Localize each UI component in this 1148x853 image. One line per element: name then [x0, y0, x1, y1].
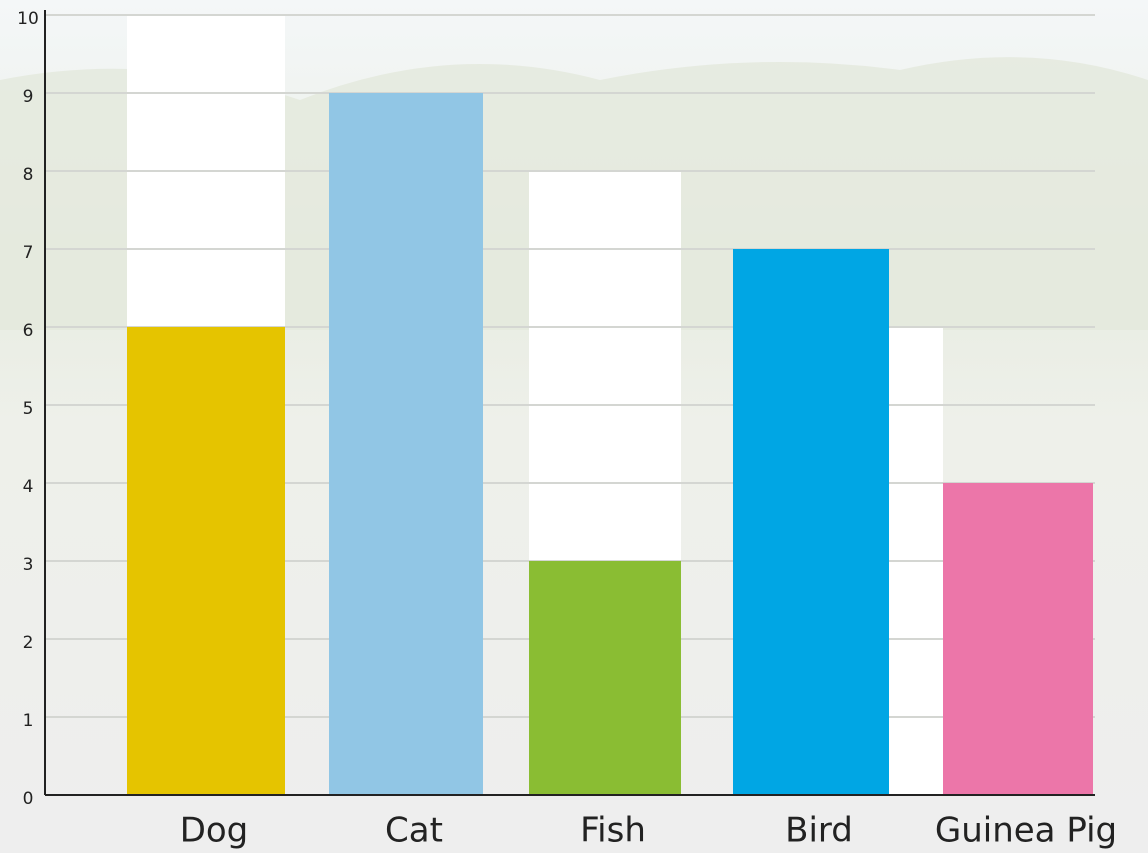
y-tick-label: 2: [23, 633, 34, 653]
y-tick-label: 9: [23, 87, 34, 107]
bar: [943, 483, 1093, 795]
y-tick-label: 6: [23, 321, 34, 341]
x-tick-label: Bird: [785, 811, 853, 851]
y-tick-label: 1: [23, 711, 34, 731]
x-tick-label: Fish: [580, 811, 646, 851]
decor-block: [529, 171, 681, 561]
y-tick-label: 3: [23, 555, 34, 575]
x-tick-label: Guinea Pig: [935, 811, 1117, 851]
bar: [127, 327, 285, 795]
x-tick-label: Cat: [385, 811, 443, 851]
y-tick-label: 8: [23, 165, 34, 185]
bar: [733, 249, 889, 795]
y-tick-label: 7: [23, 243, 34, 263]
y-tick-label: 0: [23, 789, 34, 809]
y-tick-label: 10: [17, 9, 39, 29]
y-tick-label: 4: [23, 477, 34, 497]
x-tick-label: Dog: [180, 811, 249, 851]
chart: 0 1 2 3 4 5 6 7 8 9 10 Dog Cat Fish Bird Guinea Pig: [0, 0, 1148, 853]
bar: [329, 93, 483, 795]
y-tick-label: 5: [23, 399, 34, 419]
page: {"chart_data": {"type": "bar", "categori…: [0, 0, 1148, 853]
bar: [529, 561, 681, 795]
